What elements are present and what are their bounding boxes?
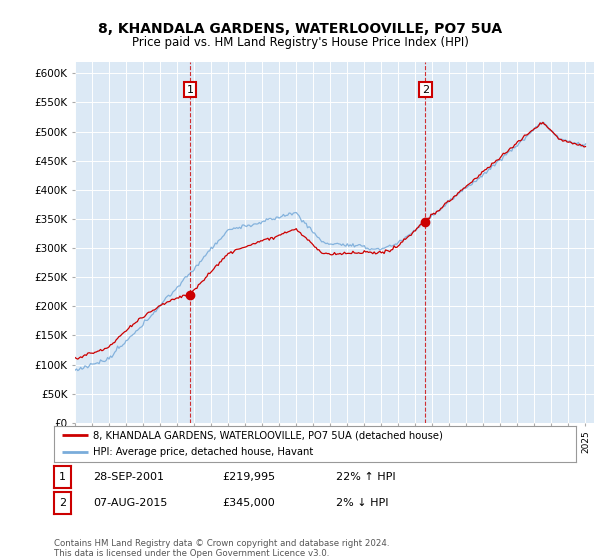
Text: Contains HM Land Registry data © Crown copyright and database right 2024.
This d: Contains HM Land Registry data © Crown c… [54,539,389,558]
Text: 2: 2 [59,498,66,508]
Text: 8, KHANDALA GARDENS, WATERLOOVILLE, PO7 5UA: 8, KHANDALA GARDENS, WATERLOOVILLE, PO7 … [98,22,502,36]
Text: 28-SEP-2001: 28-SEP-2001 [93,472,164,482]
Text: 1: 1 [59,472,66,482]
Text: 8, KHANDALA GARDENS, WATERLOOVILLE, PO7 5UA (detached house): 8, KHANDALA GARDENS, WATERLOOVILLE, PO7 … [93,431,443,440]
Text: 1: 1 [187,85,193,95]
Text: £219,995: £219,995 [222,472,275,482]
Text: 22% ↑ HPI: 22% ↑ HPI [336,472,395,482]
Text: £345,000: £345,000 [222,498,275,508]
Text: 2: 2 [422,85,429,95]
Text: HPI: Average price, detached house, Havant: HPI: Average price, detached house, Hava… [93,447,313,457]
Text: Price paid vs. HM Land Registry's House Price Index (HPI): Price paid vs. HM Land Registry's House … [131,36,469,49]
Text: 07-AUG-2015: 07-AUG-2015 [93,498,167,508]
Text: 2% ↓ HPI: 2% ↓ HPI [336,498,389,508]
